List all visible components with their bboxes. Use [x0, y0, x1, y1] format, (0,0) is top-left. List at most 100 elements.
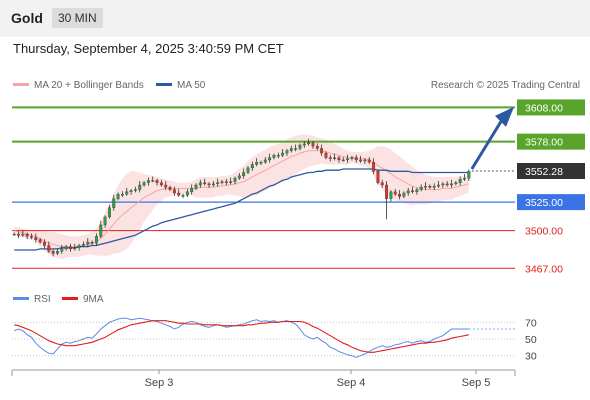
- candle-body: [198, 182, 202, 186]
- instrument-title: Gold: [11, 10, 43, 26]
- candle-body: [463, 178, 466, 180]
- candle-body: [359, 159, 363, 162]
- candle-body: [350, 157, 354, 159]
- candle-body: [69, 246, 72, 250]
- forecast-arrow-head: [495, 106, 514, 127]
- ma20-line: [14, 150, 469, 248]
- rsi-tick-label: 50: [525, 334, 537, 346]
- candle-body: [21, 233, 25, 236]
- candle-body: [363, 159, 367, 162]
- rsi-tick-label: 30: [525, 351, 537, 363]
- candle-body: [341, 159, 345, 162]
- legend-ma50-swatch: [156, 82, 172, 86]
- candle-body: [177, 192, 181, 196]
- candle-body: [164, 184, 168, 188]
- candle-body: [250, 164, 254, 169]
- legend-ma50-label: MA 50: [177, 80, 206, 91]
- candle-body: [224, 181, 228, 183]
- candle-body: [155, 180, 159, 183]
- candle-body: [94, 236, 98, 244]
- level-label-3467.00: 3467.00: [525, 263, 563, 275]
- candle-body: [73, 247, 77, 250]
- candle-body: [151, 180, 155, 182]
- legend-9ma-swatch: [62, 296, 78, 300]
- candle-body: [172, 189, 176, 194]
- candle-body: [38, 239, 42, 243]
- rsi-line: [14, 317, 469, 358]
- candle-body: [255, 162, 259, 165]
- candle-body: [259, 162, 263, 164]
- candle-body: [415, 189, 419, 193]
- candle-body: [125, 191, 129, 195]
- candle-body: [333, 157, 337, 159]
- candle-body: [263, 159, 267, 163]
- candle-body: [30, 236, 33, 238]
- x-tick-label: Sep 5: [462, 377, 491, 389]
- candle-body: [268, 157, 272, 161]
- candle-body: [77, 245, 81, 248]
- candle-body: [380, 182, 384, 186]
- candle-body: [47, 245, 51, 252]
- candle-body: [99, 224, 103, 237]
- candle-body: [229, 181, 233, 183]
- candle-body: [320, 148, 324, 154]
- level-label-3525.00: 3525.00: [525, 197, 563, 209]
- candle-body: [207, 183, 211, 186]
- candle-body: [389, 191, 393, 199]
- candle-body: [81, 244, 85, 246]
- candle-body: [276, 155, 280, 157]
- candle-body: [337, 157, 341, 161]
- legend-9ma-label: 9MA: [83, 294, 104, 305]
- candle-body: [181, 195, 185, 197]
- candle-body: [56, 251, 59, 254]
- level-label-3578.00: 3578.00: [525, 137, 563, 149]
- candle-body: [367, 159, 371, 163]
- candle-body: [372, 162, 376, 172]
- candle-body: [211, 183, 215, 186]
- candle-body: [159, 182, 163, 186]
- candle-body: [138, 184, 142, 190]
- ma50-line: [14, 168, 469, 251]
- candle-body: [51, 251, 55, 254]
- candle-body: [233, 178, 237, 182]
- candle-body: [190, 188, 194, 193]
- candle-body: [112, 198, 116, 208]
- candle-body: [406, 190, 410, 194]
- candle-body: [328, 157, 332, 159]
- candle-body: [216, 182, 220, 185]
- candle-body: [281, 152, 285, 156]
- candle-body: [289, 148, 293, 151]
- candle-body: [411, 190, 414, 193]
- candle-body: [311, 142, 315, 147]
- candle-body: [298, 144, 302, 149]
- candle-body: [302, 143, 306, 146]
- candle-body: [294, 148, 298, 150]
- last-price-label: 3552.28: [525, 166, 563, 178]
- candle-body: [385, 184, 389, 199]
- legend-ma50: MA 50: [156, 80, 205, 91]
- timeframe-badge[interactable]: 30 MIN: [52, 8, 103, 28]
- candle-body: [428, 185, 432, 188]
- x-tick-label: Sep 3: [145, 377, 174, 389]
- candle-body: [467, 171, 471, 179]
- candle-body: [445, 183, 449, 186]
- candle-body: [103, 216, 107, 226]
- credit-text: Research © 2025 Trading Central: [430, 80, 580, 91]
- candle-body: [220, 181, 224, 183]
- candle-body: [242, 172, 246, 177]
- rsi-tick-label: 70: [525, 317, 537, 329]
- bollinger-band-area: [14, 134, 469, 260]
- candle-body: [441, 183, 445, 186]
- candle-body: [424, 185, 427, 188]
- legend-ma20: MA 20 + Bollinger Bands: [13, 80, 144, 91]
- candle-body: [437, 184, 440, 187]
- x-tick-label: Sep 4: [337, 377, 366, 389]
- candle-body: [17, 233, 20, 236]
- candle-body: [129, 190, 133, 193]
- candle-body: [60, 248, 64, 252]
- level-tag-3525.00: [517, 194, 585, 211]
- candle-body: [64, 246, 68, 250]
- candle-body: [454, 182, 458, 185]
- level-label-3500.00: 3500.00: [525, 226, 563, 238]
